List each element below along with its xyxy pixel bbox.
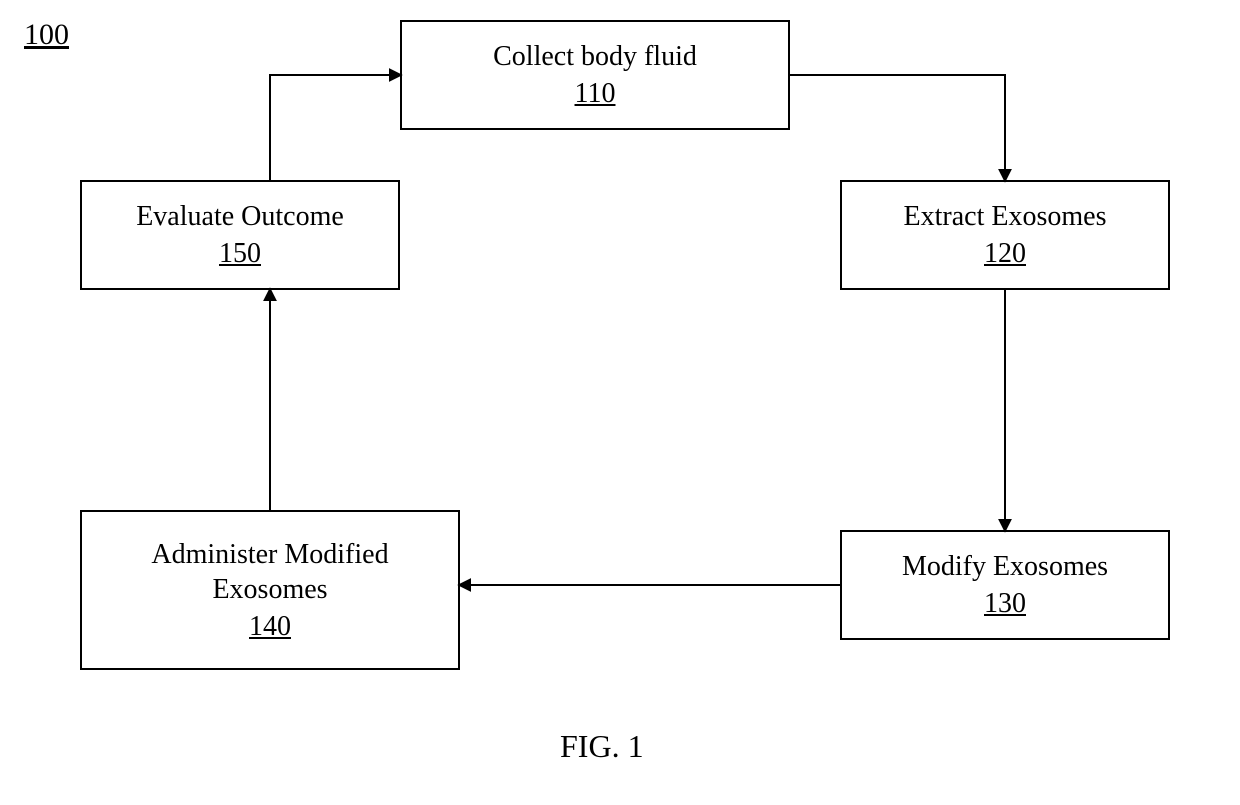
- node-ref: 120: [984, 236, 1026, 271]
- edge-n110-n120: [790, 75, 1005, 180]
- node-administer-modified-exosomes: Administer Modified Exosomes 140: [80, 510, 460, 670]
- node-ref: 110: [575, 76, 616, 111]
- node-ref: 140: [249, 609, 291, 644]
- node-title: Modify Exosomes: [902, 549, 1108, 584]
- node-ref: 150: [219, 236, 261, 271]
- node-modify-exosomes: Modify Exosomes 130: [840, 530, 1170, 640]
- edge-n150-n110: [270, 75, 400, 180]
- node-evaluate-outcome: Evaluate Outcome 150: [80, 180, 400, 290]
- node-extract-exosomes: Extract Exosomes 120: [840, 180, 1170, 290]
- flowchart-canvas: 100 FIG. 1 Collect body fluid 110 Extrac…: [0, 0, 1240, 805]
- node-collect-body-fluid: Collect body fluid 110: [400, 20, 790, 130]
- node-title: Evaluate Outcome: [136, 199, 344, 234]
- node-ref: 130: [984, 586, 1026, 621]
- node-title: Collect body fluid: [493, 39, 697, 74]
- figure-label: 100: [24, 18, 69, 52]
- figure-caption: FIG. 1: [560, 728, 644, 765]
- node-title: Extract Exosomes: [904, 199, 1107, 234]
- node-title: Administer Modified Exosomes: [151, 537, 388, 607]
